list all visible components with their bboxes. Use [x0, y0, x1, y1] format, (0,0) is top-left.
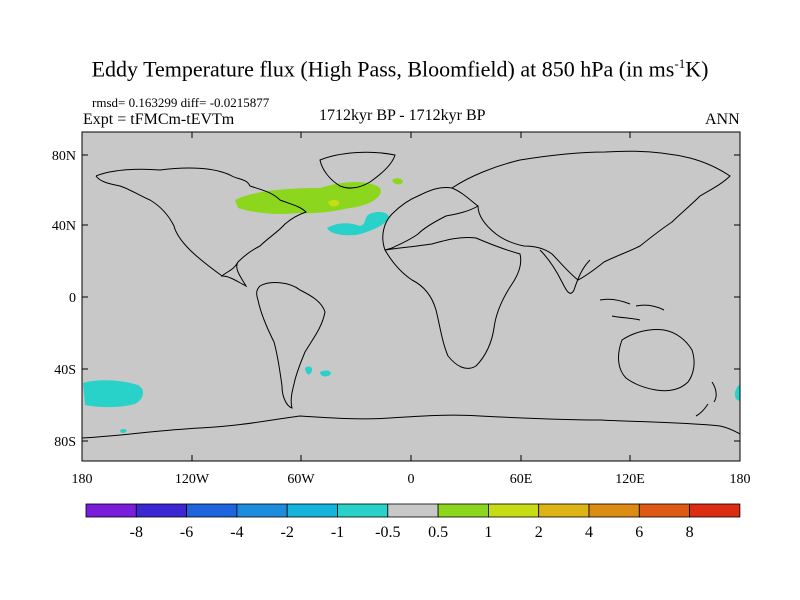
lon-label: 120E	[615, 472, 645, 487]
colorbar-swatch	[689, 503, 741, 518]
lon-label: 180	[72, 472, 93, 487]
colorbar-swatch	[387, 503, 439, 518]
colorbar-swatch	[538, 503, 590, 518]
colorbar-label: 1	[484, 524, 492, 541]
colorbar-label: 4	[585, 524, 593, 541]
colorbar-swatch	[337, 503, 389, 518]
colorbar-label: -8	[130, 524, 143, 541]
lat-label: 40S	[54, 363, 76, 378]
lon-label: 120W	[175, 472, 210, 487]
colorbar-swatch	[186, 503, 238, 518]
colorbar-swatch	[286, 503, 338, 518]
experiment-label: Expt = tFMCm-tEVTm	[83, 111, 235, 128]
lat-label: 0	[69, 291, 76, 306]
colorbar-labels: -8 -6 -4 -2 -1 -0.5 0.5 1 2 4 6 8	[130, 524, 694, 541]
plot-title: Eddy Temperature flux (High Pass, Bloomf…	[91, 56, 709, 82]
colorbar-label: -1	[331, 524, 344, 541]
colorbar-swatch	[135, 503, 188, 518]
colorbar-label: 6	[635, 524, 643, 541]
lon-label: 60W	[287, 472, 315, 487]
colorbar-swatch	[236, 503, 288, 518]
south-atlantic-negative-anomaly	[305, 366, 331, 377]
colorbar-label: 0.5	[428, 524, 448, 541]
lat-label: 80N	[52, 149, 76, 164]
lat-labels: 80N 40N 0 40S 80S	[52, 149, 76, 450]
north-atlantic-core	[328, 199, 340, 207]
greenland-positive-anomaly	[392, 178, 403, 185]
coastlines	[81, 150, 741, 439]
lon-labels: 180 120W 60W 0 60E 120E 180	[72, 472, 751, 487]
colorbar-label: 8	[686, 524, 694, 541]
north-atlantic-positive-anomaly	[235, 182, 381, 215]
south-pacific-negative-anomaly	[83, 380, 144, 408]
lat-label: 40N	[52, 219, 76, 234]
colorbar-label: -6	[180, 524, 193, 541]
north-atlantic-negative-anomaly	[327, 211, 389, 236]
colorbar-label: -0.5	[375, 524, 400, 541]
colorbar-label: -4	[230, 524, 243, 541]
season-label: ANN	[705, 111, 740, 128]
lat-label: 80S	[54, 435, 76, 450]
lon-label: 0	[408, 472, 415, 487]
colorbar-swatch	[638, 503, 690, 518]
colorbar-label: 2	[535, 524, 543, 541]
tick-marks	[81, 132, 741, 461]
period-label: 1712kyr BP - 1712kyr BP	[319, 107, 486, 124]
lon-label: 60E	[510, 472, 533, 487]
colorbar	[85, 503, 741, 518]
colorbar-swatch	[85, 503, 137, 518]
colorbar-label: -2	[281, 524, 294, 541]
colorbar-swatch	[588, 503, 640, 518]
lon-label: 180	[730, 472, 751, 487]
colorbar-swatch	[437, 503, 489, 518]
colorbar-swatch	[487, 503, 540, 518]
map-background	[82, 132, 740, 461]
stats-line: rmsd= 0.163299 diff= -0.0215877	[92, 95, 270, 110]
